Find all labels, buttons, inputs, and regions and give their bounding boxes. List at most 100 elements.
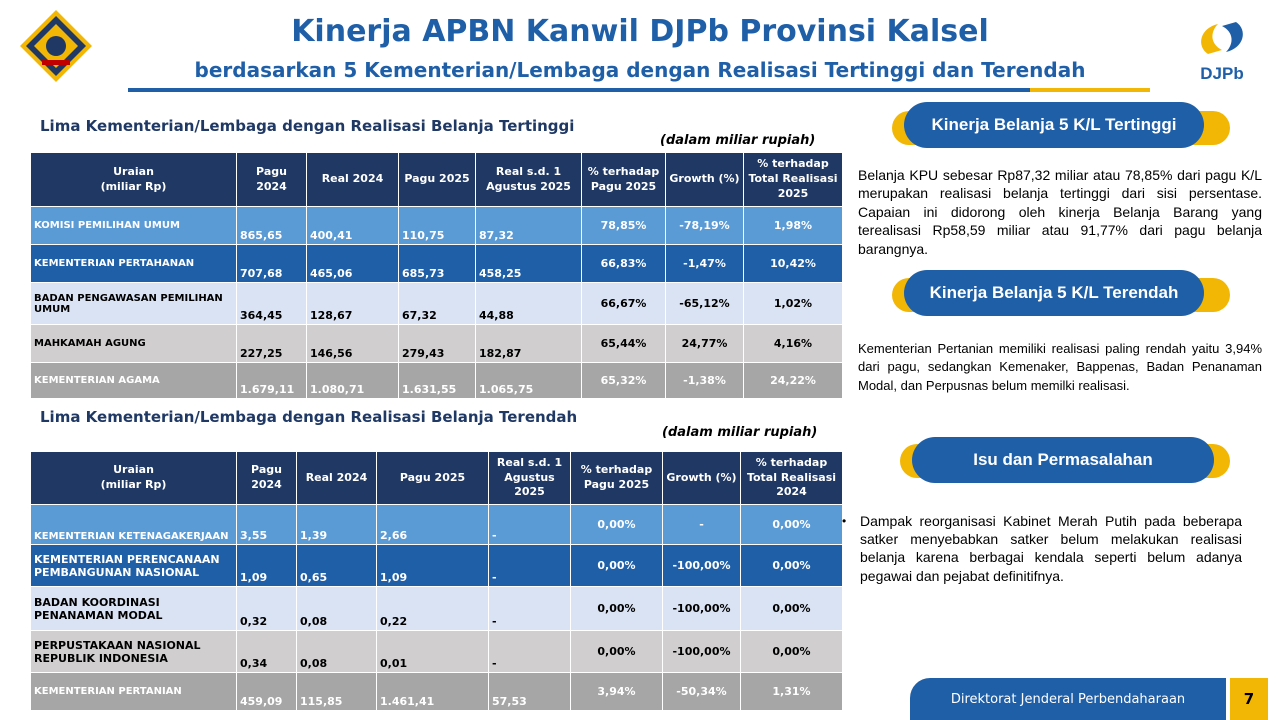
row-name: BADAN KOORDINASI PENANAMAN MODAL	[30, 586, 237, 631]
table-row: KEMENTERIAN PERTANIAN 459,09 115,85 1.46…	[30, 672, 843, 711]
top-table-unit-note: (dalam miliar rupiah)	[660, 133, 816, 148]
col-header-real-2024: Real 2024	[296, 451, 377, 505]
cell-pagu-2024: 3,55	[236, 504, 297, 545]
cell-pct-total: 4,16%	[743, 324, 843, 363]
table-row: KEMENTERIAN PERTAHANAN 707,68 465,06 685…	[30, 244, 843, 283]
cell-pct-total: 10,42%	[743, 244, 843, 283]
cell-pct-pagu: 0,00%	[570, 586, 663, 631]
cell-pct-pagu: 0,00%	[570, 544, 663, 587]
cell-pagu-2024: 0,34	[236, 630, 297, 673]
bottom-table-unit-note: (dalam miliar rupiah)	[662, 425, 818, 440]
cell-real-2024: 115,85	[296, 672, 377, 711]
table-row: BADAN PENGAWASAN PEMILIHAN UMUM 364,45 1…	[30, 282, 843, 325]
cell-pct-total: 1,98%	[743, 206, 843, 245]
col-header-real-2025: Real s.d. 1 Agustus 2025	[488, 451, 571, 505]
cell-pagu-2025: 110,75	[398, 206, 476, 245]
cell-pagu-2024: 1.679,11	[236, 362, 307, 399]
cell-pct-total: 0,00%	[740, 586, 843, 631]
col-header-real-2024: Real 2024	[306, 152, 399, 207]
cell-real-2025: 1.065,75	[475, 362, 582, 399]
page-title: Kinerja APBN Kanwil DJPb Provinsi Kalsel	[291, 14, 989, 49]
cell-growth: -1,38%	[665, 362, 744, 399]
footer-org: Direktorat Jenderal Perbendaharaan	[910, 678, 1226, 720]
cell-real-2025: -	[488, 586, 571, 631]
table-row: KEMENTERIAN KETENAGAKERJAAN 3,55 1,39 2,…	[30, 504, 843, 545]
col-header-pagu-2025: Pagu 2025	[376, 451, 489, 505]
cell-pct-pagu: 0,00%	[570, 630, 663, 673]
col-header-pct-total: % terhadap Total Realisasi 2025	[743, 152, 843, 207]
cell-real-2025: -	[488, 504, 571, 545]
cell-real-2024: 128,67	[306, 282, 399, 325]
cell-pct-pagu: 0,00%	[570, 504, 663, 545]
cell-pagu-2025: 1,09	[376, 544, 489, 587]
cell-pct-pagu: 66,67%	[581, 282, 666, 325]
cell-growth: -100,00%	[662, 586, 741, 631]
top-table: Uraian (miliar Rp) Pagu 2024 Real 2024 P…	[30, 152, 843, 399]
cell-real-2024: 0,08	[296, 586, 377, 631]
row-name: KEMENTERIAN KETENAGAKERJAAN	[30, 504, 237, 545]
cell-pagu-2025: 1.461,41	[376, 672, 489, 711]
pill-top-heading: Kinerja Belanja 5 K/L Tertinggi	[904, 102, 1204, 148]
cell-pct-pagu: 65,44%	[581, 324, 666, 363]
col-header-pct-pagu: % terhadap Pagu 2025	[581, 152, 666, 207]
cell-growth: -1,47%	[665, 244, 744, 283]
col-header-uraian: Uraian (miliar Rp)	[30, 451, 237, 505]
cell-real-2025: 182,87	[475, 324, 582, 363]
cell-real-2025: 87,32	[475, 206, 582, 245]
cell-real-2024: 465,06	[306, 244, 399, 283]
text-mid-summary: Kementerian Pertanian memiliki realisasi…	[858, 341, 1262, 393]
table-row: KEMENTERIAN AGAMA 1.679,11 1.080,71 1.63…	[30, 362, 843, 399]
cell-growth: -	[662, 504, 741, 545]
cell-pct-total: 1,31%	[740, 672, 843, 711]
cell-pct-total: 1,02%	[743, 282, 843, 325]
cell-real-2024: 1,39	[296, 504, 377, 545]
pill-bottom-heading: Isu dan Permasalahan	[912, 437, 1214, 483]
cell-pagu-2025: 685,73	[398, 244, 476, 283]
cell-real-2024: 0,65	[296, 544, 377, 587]
col-header-real-2025: Real s.d. 1 Agustus 2025	[475, 152, 582, 207]
cell-pagu-2025: 2,66	[376, 504, 489, 545]
row-name: KOMISI PEMILIHAN UMUM	[30, 206, 237, 245]
table-row: MAHKAMAH AGUNG 227,25 146,56 279,43 182,…	[30, 324, 843, 363]
cell-pct-total: 0,00%	[740, 544, 843, 587]
page-subtitle: berdasarkan 5 Kementerian/Lembaga dengan…	[194, 58, 1086, 82]
col-header-growth: Growth (%)	[662, 451, 741, 505]
footer-org-label: Direktorat Jenderal Perbendaharaan	[950, 691, 1186, 707]
table-header-row: Uraian (miliar Rp) Pagu 2024 Real 2024 P…	[30, 451, 843, 505]
col-header-pct-total: % terhadap Total Realisasi 2024	[740, 451, 843, 505]
cell-real-2025: 57,53	[488, 672, 571, 711]
col-header-growth: Growth (%)	[665, 152, 744, 207]
table-row: BADAN KOORDINASI PENANAMAN MODAL 0,32 0,…	[30, 586, 843, 631]
text-top-summary: Belanja KPU sebesar Rp87,32 miliar atau …	[858, 167, 1262, 257]
cell-pagu-2025: 0,22	[376, 586, 489, 631]
cell-pagu-2025: 67,32	[398, 282, 476, 325]
cell-pagu-2024: 227,25	[236, 324, 307, 363]
cell-real-2024: 146,56	[306, 324, 399, 363]
cell-real-2025: -	[488, 630, 571, 673]
kemenkeu-logo-icon	[20, 10, 92, 82]
cell-real-2024: 400,41	[306, 206, 399, 245]
cell-pagu-2024: 0,32	[236, 586, 297, 631]
cell-pagu-2024: 364,45	[236, 282, 307, 325]
col-header-pagu-2025: Pagu 2025	[398, 152, 476, 207]
header-divider	[128, 88, 1030, 92]
cell-pct-pagu: 66,83%	[581, 244, 666, 283]
cell-growth: -65,12%	[665, 282, 744, 325]
issue-bullet: Dampak reorganisasi Kabinet Merah Putih …	[860, 513, 1242, 584]
bottom-table-title: Lima Kementerian/Lembaga dengan Realisas…	[40, 408, 578, 426]
cell-pagu-2025: 1.631,55	[398, 362, 476, 399]
cell-pagu-2024: 707,68	[236, 244, 307, 283]
table-row: KOMISI PEMILIHAN UMUM 865,65 400,41 110,…	[30, 206, 843, 245]
col-header-uraian: Uraian (miliar Rp)	[30, 152, 237, 207]
cell-pct-pagu: 78,85%	[581, 206, 666, 245]
cell-pagu-2024: 1,09	[236, 544, 297, 587]
cell-real-2025: -	[488, 544, 571, 587]
cell-real-2025: 458,25	[475, 244, 582, 283]
cell-pct-total: 24,22%	[743, 362, 843, 399]
cell-pagu-2025: 279,43	[398, 324, 476, 363]
header-divider-accent	[1030, 88, 1150, 92]
row-name: KEMENTERIAN PERTANIAN	[30, 672, 237, 711]
row-name: PERPUSTAKAAN NASIONAL REPUBLIK INDONESIA	[30, 630, 237, 673]
bullet-dot-icon: •	[842, 514, 847, 528]
cell-growth: -100,00%	[662, 630, 741, 673]
